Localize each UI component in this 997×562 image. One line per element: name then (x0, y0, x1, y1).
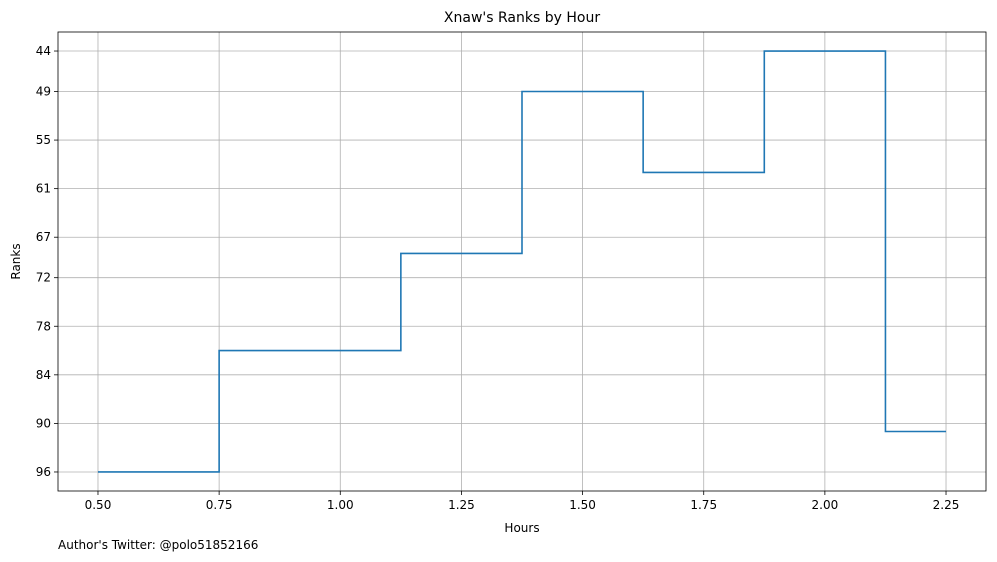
plot-frame (57, 31, 987, 492)
y-tick-label: 72 (36, 271, 51, 285)
y-tick-label: 49 (36, 85, 51, 99)
y-tick-label: 84 (36, 368, 51, 382)
x-axis-label: Hours (504, 521, 539, 535)
x-tick-label: 2.25 (933, 498, 960, 512)
series-ranks (97, 50, 947, 473)
y-tick-label: 61 (36, 182, 51, 196)
x-tick-label: 0.75 (206, 498, 233, 512)
y-tick-label: 67 (36, 230, 51, 244)
x-axis-ticks: 0.50 0.75 1.00 1.25 1.50 1.75 2.00 2.25 (85, 491, 960, 512)
x-tick-label: 1.75 (690, 498, 717, 512)
y-tick-label: 78 (36, 319, 51, 333)
x-tick-label: 1.50 (569, 498, 596, 512)
x-tick-label: 1.25 (448, 498, 475, 512)
chart-title: Xnaw's Ranks by Hour (444, 10, 600, 26)
x-tick-label: 0.50 (85, 498, 112, 512)
y-tick-label: 44 (36, 44, 51, 58)
x-tick-label: 1.00 (327, 498, 354, 512)
y-axis-ticks: 44 49 55 61 67 72 78 84 90 96 (36, 44, 58, 479)
author-credit: Author's Twitter: @polo51852166 (58, 538, 259, 552)
x-tick-label: 2.00 (812, 498, 839, 512)
y-tick-label: 96 (36, 465, 51, 479)
y-tick-label: 55 (36, 133, 51, 147)
y-tick-label: 90 (36, 416, 51, 430)
y-axis-label: Ranks (9, 243, 23, 279)
rank-step-line (97, 50, 947, 473)
